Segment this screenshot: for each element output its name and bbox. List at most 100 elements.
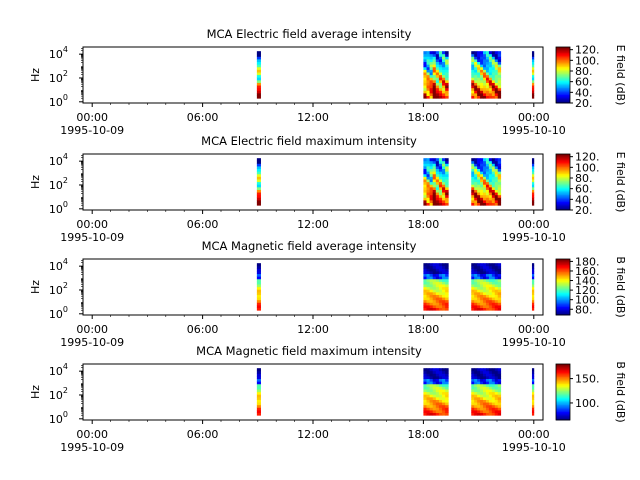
colorbar-tick-label: 100. [575,54,600,67]
y-axis-label: Hz [29,385,42,399]
chart-title: MCA Magnetic field average intensity [202,239,417,253]
colorbar-segment [556,197,570,200]
colorbar-tick-label: 100. [575,161,600,174]
colorbar-segment [556,69,570,72]
chart-title: MCA Electric field average intensity [207,27,412,41]
x-tick-label: 12:00 [297,323,329,336]
colorbar-segment [556,296,570,299]
colorbar-segment [556,73,570,76]
y-axis-label: Hz [29,68,42,82]
colorbar-segment [556,401,570,404]
y-tick-label: 100 [49,200,68,216]
colorbar-segment [556,386,570,389]
colorbar-frame [555,153,571,211]
chart-title: MCA Magnetic field maximum intensity [196,344,422,358]
colorbar-segment [556,68,570,70]
colorbar-segment [556,193,570,195]
colorbar-segment [556,198,570,201]
colorbar-segment [556,393,570,396]
colorbar-label: E field (dB) [614,152,627,213]
colorbar: 100. 150. B field (dB) [555,361,627,423]
colorbar-segment [556,194,570,197]
colorbar-segment [556,301,570,303]
colorbar-segment [556,200,570,202]
colorbar-segment [556,98,570,101]
colorbar-segment [556,66,570,69]
colorbar-segment [556,389,570,391]
colorbar-segment [556,378,570,380]
colorbar-tick-label: 40. [575,193,593,206]
colorbar-segment [556,65,570,67]
colorbar-segment [556,394,570,397]
colorbar-segment [556,396,570,398]
chart-title: MCA Electric field maximum intensity [201,134,417,148]
colorbar-segment [556,372,570,375]
colorbar-segment [556,184,570,187]
colorbar-segment [556,408,570,411]
colorbar-segment [556,371,570,373]
colorbar-segment [556,186,570,188]
colorbar-segment [556,303,570,306]
colorbar-segment [556,281,570,284]
colorbar-segment [556,302,570,305]
x-tick-label: 06:00 [187,323,219,336]
x-tick-date: 1995-10-09 [60,336,124,349]
colorbar-segment [556,266,570,268]
colorbar-segment [556,392,570,394]
colorbar-segment [556,49,570,52]
x-tick-label: 00:00 [518,111,550,124]
x-tick-label: 12:00 [297,218,329,231]
colorbar-segment [556,418,570,421]
colorbar-frame [555,46,571,104]
colorbar-segment [556,284,570,286]
colorbar-segment [556,83,570,86]
colorbar-segment [556,204,570,207]
colorbar-segment [556,72,570,74]
y-tick-label: 104 [49,257,68,273]
colorbar-segment [556,291,570,293]
colorbar-tick-label: 120. [575,44,600,57]
colorbar-segment [556,161,570,163]
y-tick-label: 100 [49,93,68,109]
x-tick-date: 1995-10-10 [502,124,566,137]
colorbar-segment [556,295,570,298]
y-tick-label: 102 [49,281,68,297]
colorbar-segment [556,180,570,183]
colorbar-tick-label: 20. [575,204,593,217]
colorbar-segment [556,162,570,165]
colorbar-segment [556,203,570,205]
colorbar-tick-label: 120. [575,151,600,164]
spectrogram-data [256,158,535,206]
colorbar-segment [556,47,570,49]
colorbar-segment [556,52,570,55]
colorbar-segment [556,84,570,87]
colorbar-segment [556,376,570,379]
x-tick-date: 1995-10-10 [502,231,566,244]
colorbar-segment [556,298,570,300]
colorbar-segment [556,51,570,53]
colorbar-segment [556,259,570,261]
x-tick-label: 00:00 [76,323,108,336]
colorbar-segment [556,189,570,191]
colorbar-segment [556,96,570,98]
x-tick-label: 00:00 [518,428,550,441]
colorbar-segment [556,313,570,316]
colorbar-label: E field (dB) [614,45,627,106]
colorbar-segment [556,406,570,408]
colorbar-segment [556,175,570,177]
colorbar-segment [556,270,570,272]
colorbar-segment [556,278,570,281]
colorbar-segment [556,190,570,193]
colorbar-segment [556,48,570,51]
x-tick-label: 00:00 [76,218,108,231]
colorbar-segment [556,179,570,181]
colorbar-segment [556,169,570,172]
colorbar-segment [556,182,570,184]
colorbar-tick-label: 140. [575,275,600,288]
colorbar-segment [556,86,570,88]
colorbar-segment [556,383,570,386]
colorbar-tick-label: 40. [575,86,593,99]
colorbar-segment [556,373,570,376]
x-tick-date: 1995-10-09 [60,124,124,137]
